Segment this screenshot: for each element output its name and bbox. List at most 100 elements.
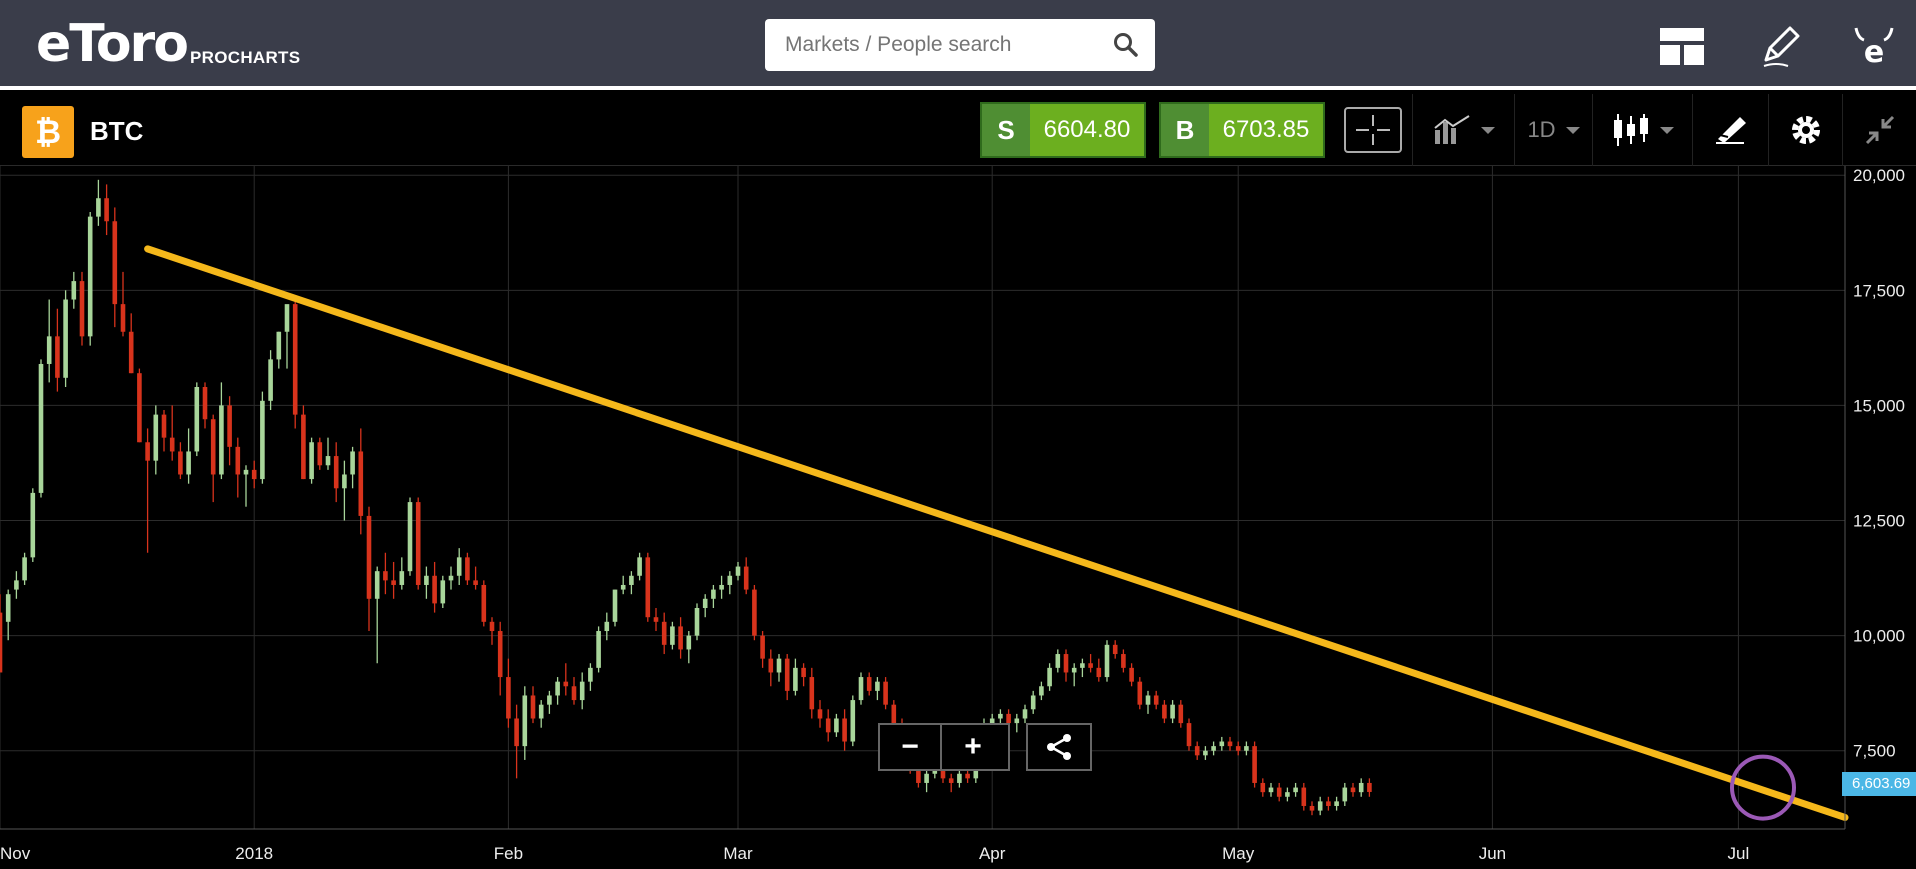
candle-body — [637, 557, 642, 576]
candle — [292, 299, 298, 429]
candle-body — [120, 304, 126, 332]
candle-body — [965, 773, 970, 779]
candle-body — [883, 681, 888, 705]
sell-button[interactable]: S 6604.80 — [980, 102, 1146, 158]
candle — [268, 350, 273, 411]
zoom-in-button[interactable]: + — [964, 730, 982, 763]
candle — [317, 437, 323, 470]
zoom-out-button[interactable]: − — [880, 725, 942, 769]
chart-grid — [0, 166, 1845, 829]
candle — [1194, 741, 1200, 760]
candle — [670, 621, 675, 650]
candle-body — [325, 456, 331, 466]
candle — [448, 566, 454, 590]
candle — [79, 271, 85, 346]
candle-body — [178, 451, 183, 475]
candle — [1326, 796, 1331, 811]
candle — [5, 589, 11, 641]
candle-body — [448, 575, 454, 581]
candle-body — [145, 442, 150, 461]
candle — [579, 672, 585, 710]
candle — [1030, 690, 1036, 714]
share-button[interactable] — [1026, 723, 1092, 771]
etoro-logo[interactable]: eToro — [36, 14, 189, 74]
candle — [702, 594, 708, 618]
candle-body — [87, 216, 93, 337]
chevron-down-icon — [1480, 126, 1495, 134]
candle — [284, 304, 290, 369]
candle — [63, 290, 68, 387]
candle-body — [793, 667, 798, 691]
candle-body — [1014, 718, 1020, 724]
candle — [1358, 778, 1364, 797]
search-input[interactable] — [765, 19, 1155, 71]
candle — [1014, 713, 1020, 733]
candle-body — [1260, 782, 1266, 793]
candle-body — [1145, 695, 1151, 705]
candle — [202, 382, 208, 429]
timeframe-dropdown[interactable]: 1D — [1514, 94, 1592, 166]
candle — [489, 617, 495, 645]
chevron-down-icon — [1659, 126, 1674, 134]
candle — [858, 672, 864, 705]
candle — [374, 566, 380, 664]
candle — [1334, 796, 1339, 811]
candle-body — [1219, 741, 1225, 747]
candle — [834, 713, 839, 737]
candle — [588, 663, 593, 691]
candle-body — [489, 621, 495, 632]
candle-body — [678, 626, 683, 650]
candle — [243, 465, 249, 507]
candle-body — [817, 709, 823, 719]
chart-type-dropdown[interactable] — [1592, 94, 1692, 166]
collapse-button[interactable] — [1842, 94, 1916, 166]
share-icon — [1047, 734, 1071, 760]
candle-body — [104, 198, 109, 222]
zoom-controls: − + — [878, 723, 1010, 771]
candle — [1071, 663, 1077, 687]
candle-body — [686, 635, 692, 650]
candle — [555, 677, 560, 705]
candle — [1367, 778, 1372, 797]
candle-body — [227, 405, 232, 447]
candle-body — [809, 677, 815, 710]
candle — [784, 654, 790, 701]
collapse-icon — [1865, 115, 1894, 145]
pen-icon[interactable] — [1756, 22, 1804, 70]
candle-body — [752, 589, 757, 636]
candle-body — [260, 400, 265, 480]
candle — [1235, 741, 1241, 756]
candle — [1293, 782, 1298, 797]
candle — [1055, 649, 1061, 673]
candle-body — [309, 442, 314, 480]
candle — [653, 608, 659, 632]
candle — [350, 446, 355, 489]
candle-body — [407, 502, 413, 572]
candle-body — [522, 695, 528, 747]
compare-button[interactable] — [1412, 94, 1514, 166]
candle-body — [1022, 709, 1028, 719]
candle — [415, 497, 421, 590]
candle-body — [1203, 750, 1208, 756]
buy-tag: B — [1161, 104, 1209, 156]
candle — [87, 212, 93, 346]
candle-body — [776, 658, 782, 673]
etoro-profile-icon[interactable]: e — [1850, 22, 1898, 70]
candle-body — [538, 704, 544, 719]
candle — [506, 658, 511, 728]
settings-button[interactable] — [1768, 94, 1842, 166]
candle-body — [1088, 663, 1093, 668]
candle — [817, 700, 823, 728]
candle-body — [1112, 644, 1118, 655]
candle — [645, 552, 651, 622]
layout-icon[interactable] — [1658, 22, 1706, 70]
drawing-tools-button[interactable] — [1692, 94, 1768, 166]
candle — [850, 695, 856, 747]
candle-body — [768, 658, 774, 673]
candle — [571, 677, 577, 705]
search-icon[interactable] — [1113, 32, 1139, 58]
candle-body — [481, 584, 487, 622]
crosshair-button[interactable] — [1334, 94, 1412, 166]
candle — [1350, 782, 1356, 797]
buy-button[interactable]: B 6703.85 — [1159, 102, 1325, 158]
